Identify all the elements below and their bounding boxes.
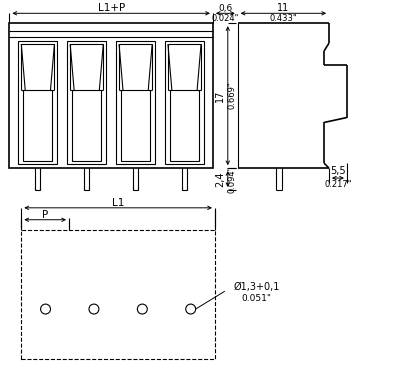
- Bar: [21, 230, 215, 359]
- Text: 17: 17: [215, 90, 225, 102]
- Text: 0.051": 0.051": [242, 294, 272, 303]
- Text: 0.433": 0.433": [270, 14, 297, 23]
- Text: L1+P: L1+P: [98, 3, 125, 13]
- Text: P: P: [42, 210, 48, 220]
- Bar: [170, 90, 199, 161]
- Text: Ø1,3+0,1: Ø1,3+0,1: [233, 282, 280, 292]
- Text: 0,6: 0,6: [218, 4, 232, 13]
- Bar: [72, 90, 101, 161]
- Text: 5,5: 5,5: [330, 166, 346, 176]
- Bar: [116, 41, 155, 164]
- Text: 2,4: 2,4: [215, 171, 225, 187]
- Text: 0.094": 0.094": [227, 165, 236, 193]
- Bar: [67, 41, 106, 164]
- Bar: [18, 41, 58, 164]
- Bar: [10, 23, 213, 168]
- Bar: [121, 90, 150, 161]
- Text: 0.669": 0.669": [227, 82, 236, 110]
- Bar: [165, 41, 204, 164]
- Text: L1: L1: [112, 198, 124, 208]
- Text: 0.024": 0.024": [212, 14, 239, 23]
- Bar: [23, 90, 52, 161]
- Text: 0.217": 0.217": [324, 179, 352, 189]
- Text: 11: 11: [277, 3, 290, 13]
